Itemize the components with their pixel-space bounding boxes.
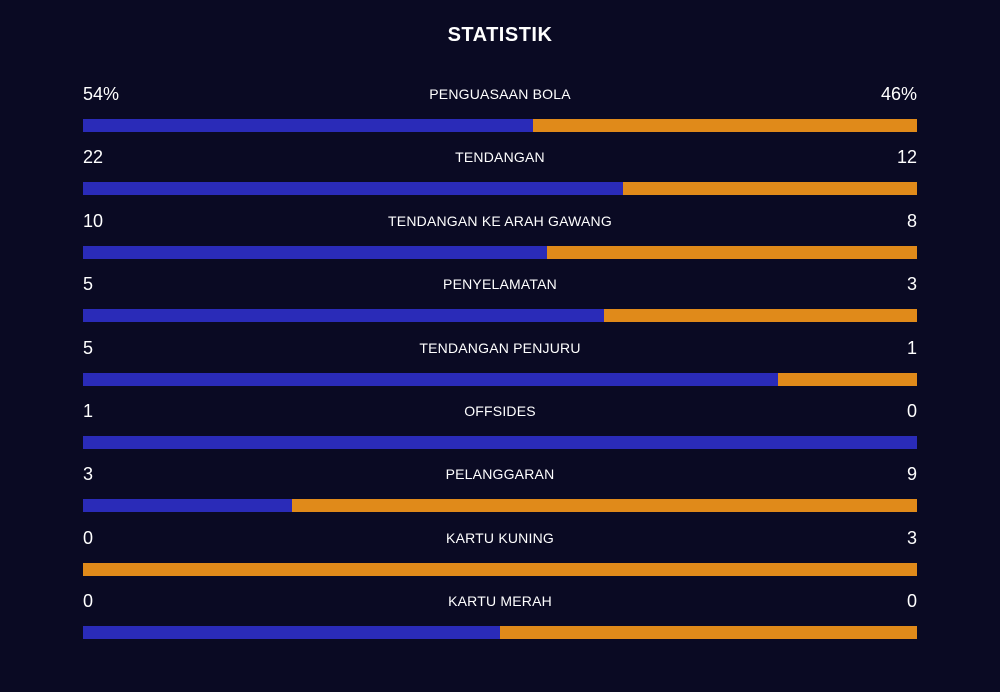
stat-label: TENDANGAN PENJURU (419, 339, 581, 356)
stat-label: OFFSIDES (464, 402, 536, 419)
away-value: 9 (906, 464, 917, 485)
home-bar (83, 372, 778, 386)
home-value: 0 (83, 527, 94, 548)
stat-bar (83, 309, 917, 323)
stat-label: PENGUASAAN BOLA (429, 86, 571, 102)
stat-label: TENDANGAN KE ARAH GAWANG (388, 212, 612, 229)
stat-bar (83, 626, 917, 640)
home-bar (83, 499, 292, 513)
stat-bar (83, 562, 917, 576)
stat-label: KARTU MERAH (448, 593, 552, 610)
stat-row: 0 KARTU MERAH 0 (83, 587, 917, 650)
away-bar (533, 119, 917, 132)
stat-label: PENYELAMATAN (443, 276, 557, 293)
away-value: 46% (880, 84, 917, 104)
stat-row: 0 KARTU KUNING 3 (83, 524, 917, 587)
home-value: 22 (83, 147, 104, 168)
home-value: 3 (83, 464, 94, 485)
away-value: 0 (906, 591, 917, 612)
away-value: 12 (896, 147, 917, 168)
away-bar (291, 499, 917, 513)
home-value: 5 (83, 274, 94, 295)
stat-label: KARTU KUNING (446, 529, 554, 546)
home-value: 1 (83, 400, 94, 421)
away-bar (622, 182, 917, 196)
stat-row: 1 OFFSIDES 0 (83, 397, 917, 460)
stats-list: 54% PENGUASAAN BOLA 46% 22 TENDANGAN 12 … (83, 80, 917, 651)
stat-row: 5 PENYELAMATAN 3 (83, 270, 917, 333)
away-bar (83, 562, 917, 576)
stat-bar (83, 245, 917, 259)
home-value: 0 (83, 591, 94, 612)
away-bar (500, 626, 917, 640)
stat-row: 5 TENDANGAN PENJURU 1 (83, 334, 917, 397)
stat-bar (83, 499, 917, 513)
home-bar (83, 435, 917, 449)
away-value: 3 (906, 274, 917, 295)
home-bar (83, 626, 500, 640)
stat-label: PELANGGARAN (445, 466, 555, 483)
stat-bar (83, 182, 917, 196)
away-bar (777, 372, 917, 386)
home-value: 10 (83, 210, 104, 231)
home-value: 54% (83, 84, 120, 104)
home-bar (83, 309, 605, 323)
away-value: 3 (906, 527, 917, 548)
stat-bar (83, 119, 917, 132)
away-bar (604, 309, 917, 323)
stat-row: 22 TENDANGAN 12 (83, 143, 917, 206)
home-bar (83, 119, 534, 132)
stat-row: 3 PELANGGARAN 9 (83, 460, 917, 523)
stat-row: 10 TENDANGAN KE ARAH GAWANG 8 (83, 207, 917, 270)
page-title: STATISTIK (447, 24, 553, 46)
away-value: 8 (906, 210, 917, 231)
stat-row: 54% PENGUASAAN BOLA 46% (83, 80, 917, 143)
stat-label: TENDANGAN (455, 149, 545, 166)
away-bar (546, 245, 917, 259)
away-value: 0 (906, 400, 917, 421)
home-bar (83, 182, 623, 196)
stat-bar (83, 372, 917, 386)
home-value: 5 (83, 337, 94, 358)
home-bar (83, 245, 547, 259)
stat-bar (83, 435, 917, 449)
away-value: 1 (906, 337, 917, 358)
